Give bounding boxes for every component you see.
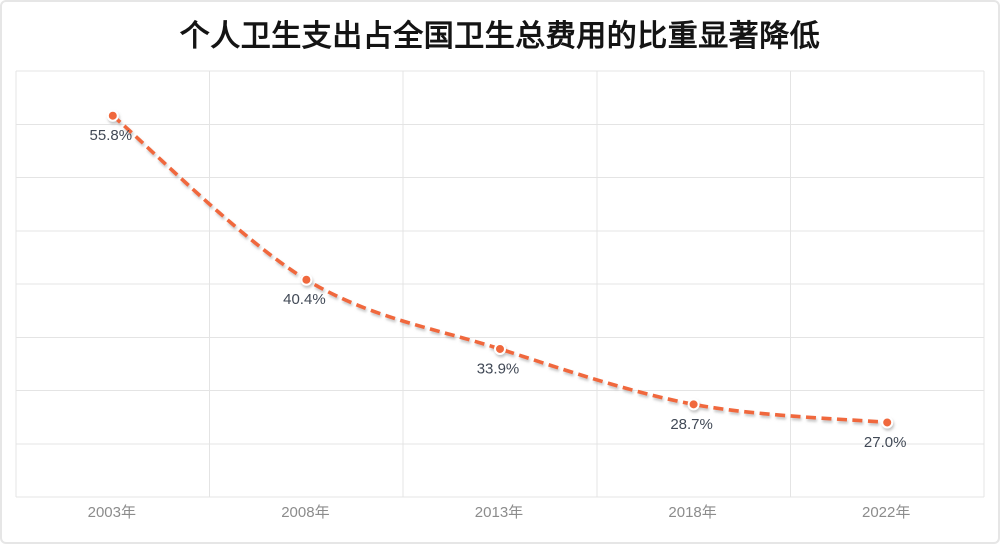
data-point-marker [106, 109, 119, 122]
data-point-marker [494, 342, 506, 355]
data-label: 28.7% [670, 416, 713, 433]
chart-title: 个人卫生支出占全国卫生总费用的比重显著降低 [179, 20, 821, 53]
data-label: 40.4% [283, 291, 326, 308]
gridlines [15, 70, 985, 498]
x-axis-label: 2013年 [474, 504, 524, 521]
x-axis-label: 2022年 [862, 504, 911, 521]
x-axis-label: 2003年 [87, 504, 136, 521]
series-line [111, 114, 888, 425]
data-label: 55.8% [90, 127, 133, 144]
x-axis-label: 2018年 [668, 504, 717, 521]
data-label: 27.0% [864, 434, 907, 451]
data-point-marker [881, 416, 894, 429]
data-point-marker [687, 398, 700, 411]
line-chart-plot: 55.8% 40.4% 33.9% 28.7% 27.0% [15, 70, 985, 498]
data-labels: 55.8% 40.4% 33.9% 28.7% 27.0% [90, 127, 907, 451]
data-label: 33.9% [477, 360, 520, 377]
x-axis-label: 2008年 [281, 504, 330, 521]
data-point-marker [300, 273, 313, 286]
data-series [106, 109, 894, 429]
